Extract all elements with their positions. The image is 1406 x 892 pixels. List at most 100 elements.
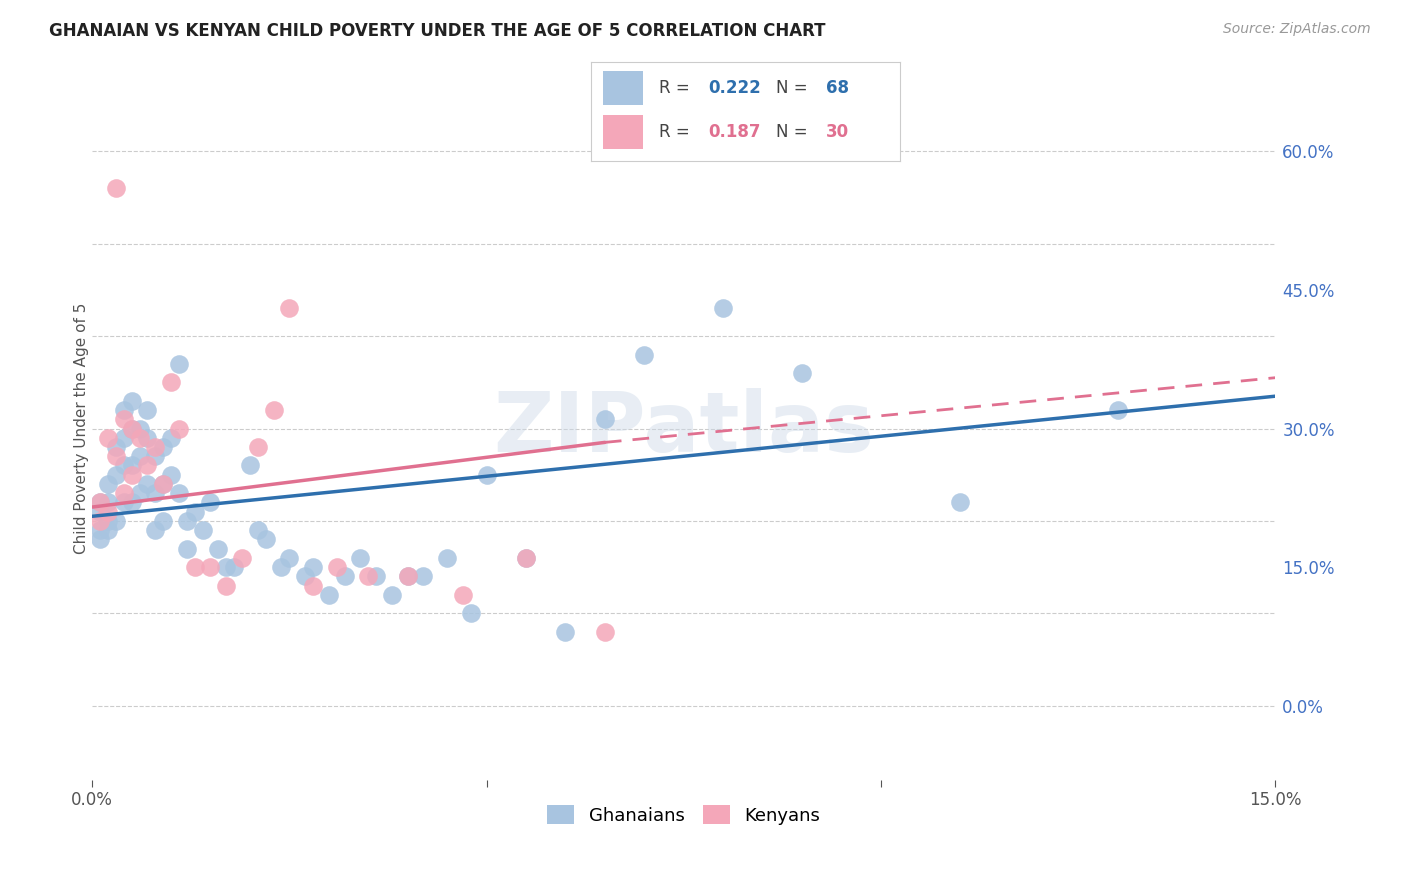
Point <box>333 569 356 583</box>
Point <box>89 523 111 537</box>
Point <box>152 440 174 454</box>
Point <box>183 560 205 574</box>
Point <box>136 477 159 491</box>
Point <box>104 467 127 482</box>
Point <box>357 569 380 583</box>
Point <box>112 403 135 417</box>
Point <box>167 421 190 435</box>
Point <box>152 514 174 528</box>
Point <box>436 550 458 565</box>
Point <box>515 550 537 565</box>
Point <box>128 449 150 463</box>
Point <box>89 495 111 509</box>
Point <box>152 477 174 491</box>
Point <box>200 495 222 509</box>
Point <box>270 560 292 574</box>
Point <box>128 431 150 445</box>
Point <box>302 578 325 592</box>
Point <box>121 421 143 435</box>
Point <box>112 495 135 509</box>
Point <box>176 541 198 556</box>
Point <box>278 301 301 316</box>
Point <box>89 514 111 528</box>
Point <box>790 366 813 380</box>
Point <box>112 412 135 426</box>
Point <box>121 393 143 408</box>
Point <box>104 514 127 528</box>
Point <box>231 550 253 565</box>
Point <box>112 486 135 500</box>
Point <box>254 533 277 547</box>
Point <box>396 569 419 583</box>
Point <box>167 486 190 500</box>
Point <box>104 440 127 454</box>
FancyBboxPatch shape <box>603 115 643 149</box>
Point <box>104 449 127 463</box>
Point <box>475 467 498 482</box>
Point <box>451 588 474 602</box>
Point <box>89 495 111 509</box>
Y-axis label: Child Poverty Under the Age of 5: Child Poverty Under the Age of 5 <box>73 303 89 554</box>
Point <box>136 431 159 445</box>
Point <box>633 348 655 362</box>
Point <box>128 421 150 435</box>
Point <box>263 403 285 417</box>
Point <box>121 495 143 509</box>
Point <box>215 560 238 574</box>
Point <box>412 569 434 583</box>
Text: 0.187: 0.187 <box>709 123 761 141</box>
Point <box>246 440 269 454</box>
Point <box>167 357 190 371</box>
Point <box>160 431 183 445</box>
Point <box>711 301 734 316</box>
Point <box>207 541 229 556</box>
Point <box>97 477 120 491</box>
Point <box>136 403 159 417</box>
Point <box>104 181 127 195</box>
Point <box>143 449 166 463</box>
Point <box>121 458 143 473</box>
Point <box>396 569 419 583</box>
Point <box>349 550 371 565</box>
Point <box>554 624 576 639</box>
Point <box>152 477 174 491</box>
Point <box>515 550 537 565</box>
Point <box>1107 403 1129 417</box>
Point <box>191 523 214 537</box>
Text: Source: ZipAtlas.com: Source: ZipAtlas.com <box>1223 22 1371 37</box>
Point <box>325 560 347 574</box>
Text: N =: N = <box>776 123 813 141</box>
Point <box>121 467 143 482</box>
Point <box>143 486 166 500</box>
FancyBboxPatch shape <box>603 71 643 104</box>
Point <box>112 431 135 445</box>
Point <box>200 560 222 574</box>
Point <box>97 523 120 537</box>
Point <box>246 523 269 537</box>
Point <box>224 560 246 574</box>
Text: R =: R = <box>658 123 695 141</box>
Point <box>318 588 340 602</box>
Text: 30: 30 <box>825 123 849 141</box>
Point <box>176 514 198 528</box>
Point <box>97 495 120 509</box>
Text: GHANAIAN VS KENYAN CHILD POVERTY UNDER THE AGE OF 5 CORRELATION CHART: GHANAIAN VS KENYAN CHILD POVERTY UNDER T… <box>49 22 825 40</box>
Point <box>460 607 482 621</box>
Point <box>302 560 325 574</box>
Text: ZIPatlas: ZIPatlas <box>494 388 875 469</box>
Text: R =: R = <box>658 79 695 97</box>
Point <box>128 486 150 500</box>
Point <box>160 467 183 482</box>
Point <box>593 412 616 426</box>
Point <box>97 431 120 445</box>
Point <box>160 376 183 390</box>
Point <box>89 533 111 547</box>
Point <box>239 458 262 473</box>
Point <box>366 569 388 583</box>
Point <box>949 495 972 509</box>
Point <box>183 505 205 519</box>
Point <box>143 440 166 454</box>
Point <box>121 421 143 435</box>
Point <box>593 624 616 639</box>
Point <box>89 505 111 519</box>
